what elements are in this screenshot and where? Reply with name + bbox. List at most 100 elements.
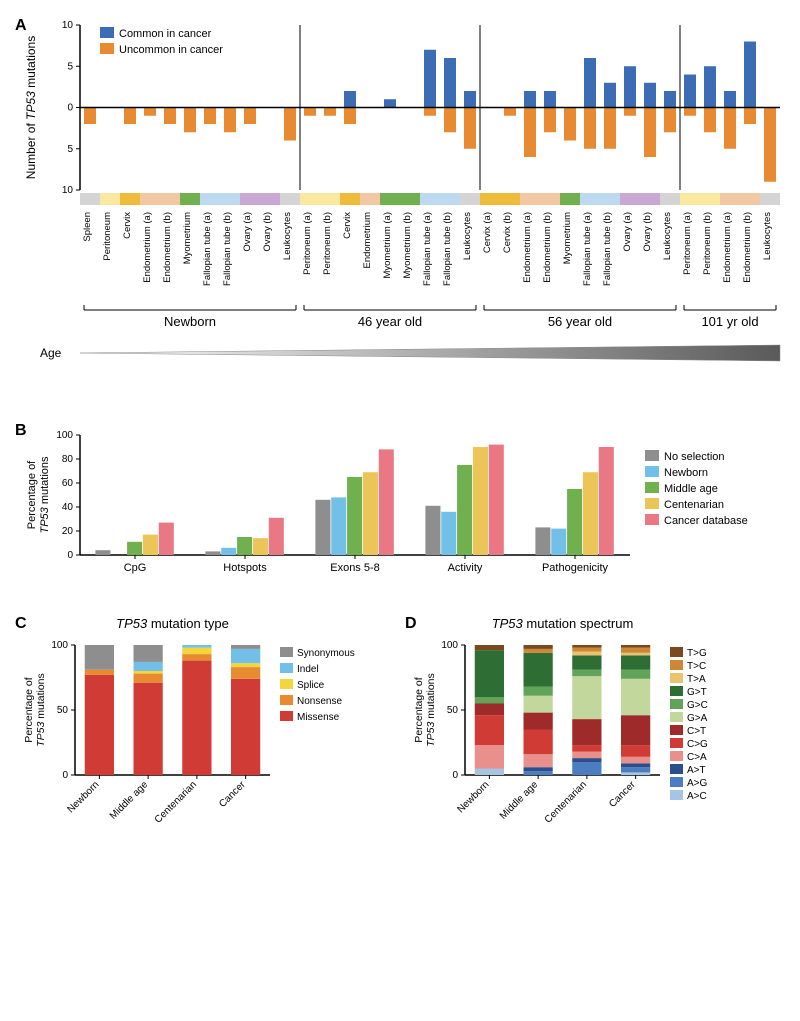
svg-text:Endometrium (b): Endometrium (b) <box>162 212 173 283</box>
svg-text:C>T: C>T <box>687 726 706 737</box>
svg-text:5: 5 <box>67 144 73 155</box>
svg-text:TP53 mutation spectrum: TP53 mutation spectrum <box>492 616 634 631</box>
svg-text:Fallopian tube (b): Fallopian tube (b) <box>442 212 453 286</box>
svg-text:CpG: CpG <box>124 562 147 574</box>
svg-text:Percentage ofTP53 mutations: Percentage ofTP53 mutations <box>413 673 437 747</box>
svg-text:D: D <box>405 615 417 632</box>
svg-text:Peritoneum (b): Peritoneum (b) <box>322 212 333 275</box>
svg-text:Centenarian: Centenarian <box>543 779 589 825</box>
svg-text:TP53 mutation type: TP53 mutation type <box>116 616 229 631</box>
svg-text:Uncommon in cancer: Uncommon in cancer <box>119 44 223 56</box>
svg-text:No selection: No selection <box>664 451 725 463</box>
svg-text:Peritoneum (a): Peritoneum (a) <box>302 212 313 275</box>
svg-text:Leukocytes: Leukocytes <box>282 212 293 260</box>
svg-text:T>C: T>C <box>687 661 706 672</box>
svg-text:Myometrium (a): Myometrium (a) <box>382 212 393 279</box>
svg-text:Newborn: Newborn <box>664 467 708 479</box>
svg-text:Synonymous: Synonymous <box>297 648 355 659</box>
svg-text:Pathogenicity: Pathogenicity <box>542 562 609 574</box>
svg-text:C: C <box>15 615 27 632</box>
svg-text:A>C: A>C <box>687 791 707 802</box>
svg-text:C>G: C>G <box>687 739 708 750</box>
svg-text:0: 0 <box>67 550 73 561</box>
svg-text:Age: Age <box>40 346 62 360</box>
svg-text:Endometrium (a): Endometrium (a) <box>142 212 153 283</box>
svg-text:60: 60 <box>62 478 74 489</box>
svg-text:Cancer: Cancer <box>607 779 638 810</box>
svg-text:G>C: G>C <box>687 700 708 711</box>
svg-text:Percentage ofTP53 mutations: Percentage ofTP53 mutations <box>26 456 51 534</box>
svg-text:Exons 5-8: Exons 5-8 <box>330 562 380 574</box>
svg-text:Ovary (b): Ovary (b) <box>262 212 273 252</box>
svg-text:Cervix: Cervix <box>342 212 353 239</box>
panel-c-svg: C TP53 mutation type 0 50 100 Percentage ofTP… <box>10 610 400 860</box>
svg-text:50: 50 <box>447 705 459 716</box>
svg-text:Middle age: Middle age <box>664 483 718 495</box>
svg-text:Ovary (a): Ovary (a) <box>242 212 253 252</box>
svg-text:A>T: A>T <box>687 765 706 776</box>
svg-text:Newborn: Newborn <box>164 314 216 329</box>
svg-text:B: B <box>15 422 27 439</box>
svg-text:Endometrium: Endometrium <box>362 212 373 269</box>
svg-text:Endometrium (a): Endometrium (a) <box>722 212 733 283</box>
svg-text:Myometrium: Myometrium <box>182 212 193 264</box>
svg-text:20: 20 <box>62 526 74 537</box>
svg-text:0: 0 <box>62 770 68 781</box>
svg-text:Fallopian tube (b): Fallopian tube (b) <box>222 212 233 286</box>
panel-d-svg: D TP53 mutation spectrum 0 50 100 Percentage … <box>400 610 790 860</box>
svg-text:Fallopian tube (b): Fallopian tube (b) <box>602 212 613 286</box>
svg-text:50: 50 <box>57 705 69 716</box>
svg-text:80: 80 <box>62 454 74 465</box>
svg-text:100: 100 <box>56 430 73 441</box>
svg-text:10: 10 <box>62 185 74 196</box>
svg-text:T>G: T>G <box>687 648 707 659</box>
svg-text:Ovary (b): Ovary (b) <box>642 212 653 252</box>
svg-text:Centenarian: Centenarian <box>153 779 199 825</box>
svg-text:0: 0 <box>452 770 458 781</box>
svg-text:Spleen: Spleen <box>82 212 93 242</box>
svg-text:A>G: A>G <box>687 778 708 789</box>
svg-text:Hotspots: Hotspots <box>223 562 267 574</box>
svg-text:Percentage ofTP53 mutations: Percentage ofTP53 mutations <box>23 673 47 747</box>
svg-text:Leukocytes: Leukocytes <box>762 212 773 260</box>
panel-a-svg: A0510510Number of TP53 mutationsSpleenPe… <box>10 10 790 410</box>
svg-text:Middle age: Middle age <box>498 779 541 822</box>
svg-text:5: 5 <box>67 61 73 72</box>
svg-text:Fallopian tube (a): Fallopian tube (a) <box>422 212 433 286</box>
svg-text:Peritoneum (b): Peritoneum (b) <box>702 212 713 275</box>
svg-text:Fallopian tube (a): Fallopian tube (a) <box>582 212 593 286</box>
svg-text:56 year old: 56 year old <box>548 314 612 329</box>
svg-text:G>T: G>T <box>687 687 707 698</box>
svg-text:Centenarian: Centenarian <box>664 499 724 511</box>
svg-text:Missense: Missense <box>297 712 340 723</box>
svg-text:Number of TP53 mutations: Number of TP53 mutations <box>24 36 38 179</box>
svg-text:Splice: Splice <box>297 680 325 691</box>
svg-text:Middle age: Middle age <box>108 779 151 822</box>
svg-text:Activity: Activity <box>448 562 483 574</box>
svg-text:Indel: Indel <box>297 664 319 675</box>
svg-text:Leukocytes: Leukocytes <box>462 212 473 260</box>
svg-text:101 yr old: 101 yr old <box>701 314 758 329</box>
svg-text:Cancer database: Cancer database <box>664 515 748 527</box>
svg-text:0: 0 <box>67 103 73 114</box>
svg-text:Newborn: Newborn <box>455 779 491 815</box>
svg-text:46 year old: 46 year old <box>358 314 422 329</box>
svg-text:C>A: C>A <box>687 752 707 763</box>
svg-text:Myometrium: Myometrium <box>562 212 573 264</box>
svg-text:Leukocytes: Leukocytes <box>662 212 673 260</box>
panel-b-svg: B 0 20 40 60 80 100 Percentage ofTP53 mutations… <box>10 415 790 605</box>
svg-text:A: A <box>15 17 27 34</box>
svg-text:G>A: G>A <box>687 713 708 724</box>
svg-text:Endometrium (b): Endometrium (b) <box>542 212 553 283</box>
svg-text:Endometrium (b): Endometrium (b) <box>742 212 753 283</box>
svg-text:100: 100 <box>441 640 458 651</box>
svg-text:40: 40 <box>62 502 74 513</box>
svg-text:Myometrium (b): Myometrium (b) <box>402 212 413 279</box>
svg-text:Cervix (a): Cervix (a) <box>482 212 493 253</box>
svg-text:100: 100 <box>51 640 68 651</box>
svg-text:Nonsense: Nonsense <box>297 696 342 707</box>
svg-text:T>A: T>A <box>687 674 706 685</box>
svg-text:Peritoneum (a): Peritoneum (a) <box>682 212 693 275</box>
svg-text:Ovary (a): Ovary (a) <box>622 212 633 252</box>
svg-text:Newborn: Newborn <box>65 779 101 815</box>
